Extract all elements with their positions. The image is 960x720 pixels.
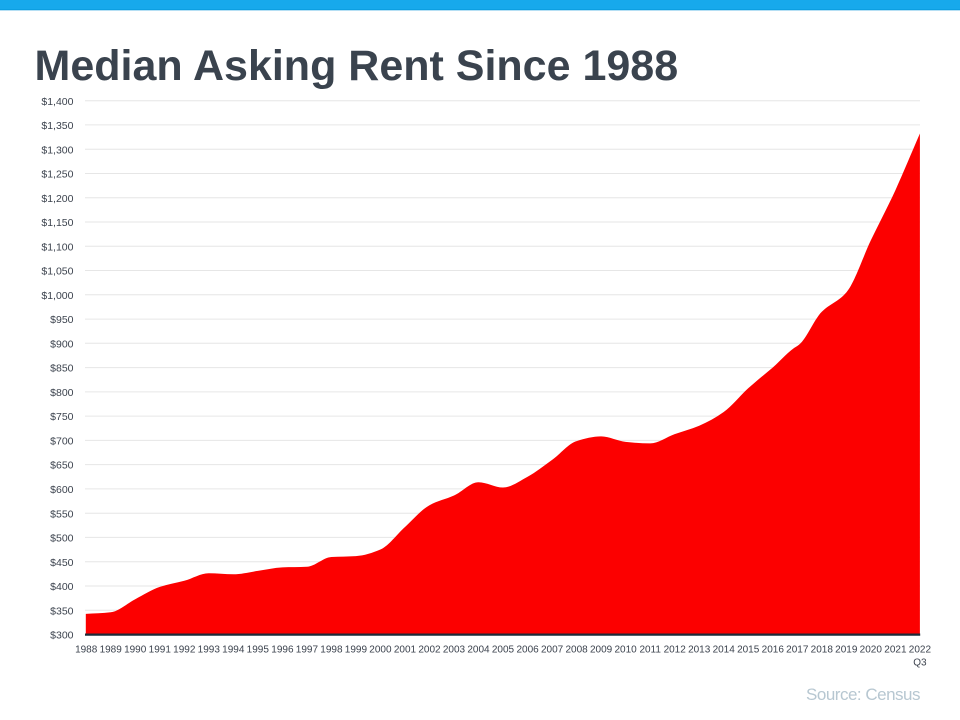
svg-text:1997: 1997 [296,645,319,656]
svg-text:2004: 2004 [467,645,490,656]
svg-text:2003: 2003 [443,645,466,656]
svg-text:2007: 2007 [541,645,564,656]
svg-text:1990: 1990 [124,645,147,656]
svg-text:$350: $350 [50,605,74,617]
svg-text:2005: 2005 [492,645,515,656]
svg-text:1995: 1995 [247,645,270,656]
svg-text:2017: 2017 [786,645,809,656]
svg-text:$400: $400 [50,581,74,593]
svg-text:2018: 2018 [811,645,834,656]
svg-text:1992: 1992 [173,645,196,656]
svg-text:$750: $750 [50,411,74,423]
svg-text:$900: $900 [50,338,74,350]
svg-text:$600: $600 [50,484,74,496]
svg-text:2013: 2013 [688,645,711,656]
svg-text:2019: 2019 [835,645,858,656]
svg-text:2020: 2020 [860,645,883,656]
svg-text:$550: $550 [50,508,74,520]
svg-text:2002: 2002 [418,645,441,656]
svg-text:2012: 2012 [664,645,687,656]
svg-text:1993: 1993 [198,645,221,656]
svg-text:1994: 1994 [222,645,245,656]
svg-text:2015: 2015 [737,645,760,656]
svg-text:2001: 2001 [394,645,417,656]
svg-text:1988: 1988 [75,645,98,656]
svg-text:$1,050: $1,050 [41,266,73,278]
svg-text:$500: $500 [50,533,74,545]
svg-text:2009: 2009 [590,645,613,656]
svg-text:$450: $450 [50,557,74,569]
svg-text:2008: 2008 [565,645,588,656]
svg-text:2022: 2022 [909,645,932,656]
svg-text:$1,200: $1,200 [41,193,73,205]
svg-text:1998: 1998 [320,645,343,656]
svg-text:$650: $650 [50,460,74,472]
svg-text:$1,100: $1,100 [41,241,73,253]
svg-text:2000: 2000 [369,645,392,656]
svg-text:2006: 2006 [516,645,539,656]
svg-text:$850: $850 [50,363,74,375]
svg-text:$300: $300 [50,630,74,642]
svg-text:2021: 2021 [884,645,907,656]
svg-text:$1,300: $1,300 [41,144,73,156]
svg-text:$1,250: $1,250 [41,169,73,181]
svg-text:2010: 2010 [614,645,637,656]
svg-text:$800: $800 [50,387,74,399]
svg-text:$700: $700 [50,436,74,448]
svg-text:2014: 2014 [713,645,736,656]
svg-text:Q3: Q3 [913,658,927,669]
svg-text:1996: 1996 [271,645,294,656]
svg-text:$950: $950 [50,314,74,326]
svg-text:1999: 1999 [345,645,368,656]
svg-text:2011: 2011 [639,645,661,656]
svg-text:$1,400: $1,400 [41,96,73,108]
svg-text:$1,350: $1,350 [41,120,73,132]
svg-text:1991: 1991 [149,645,172,656]
svg-text:$1,150: $1,150 [41,217,73,229]
svg-text:1989: 1989 [100,645,123,656]
svg-text:2016: 2016 [762,645,785,656]
svg-text:$1,000: $1,000 [41,290,73,302]
